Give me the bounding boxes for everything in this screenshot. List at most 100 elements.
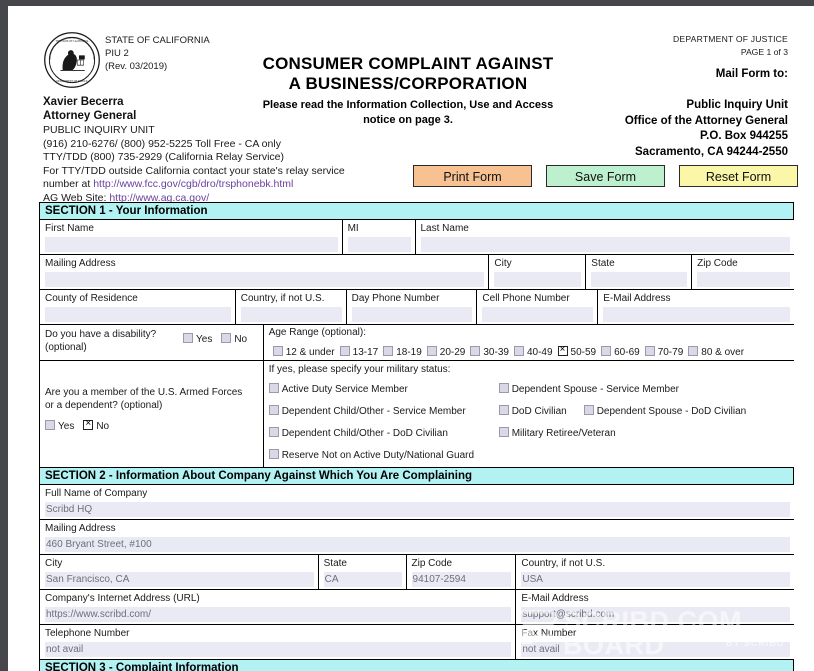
company-state-input[interactable]: CA bbox=[323, 572, 402, 587]
field-mi[interactable]: MI bbox=[343, 220, 416, 254]
age-option-40-49[interactable]: 40-49 bbox=[513, 346, 553, 358]
field-company-name[interactable]: Full Name of Company Scribd HQ bbox=[40, 485, 794, 519]
field-armed-forces[interactable]: Are you a member of the U.S. Armed Force… bbox=[40, 361, 264, 467]
field-company-fax[interactable]: Fax Number not avail bbox=[516, 625, 794, 659]
checkbox-icon[interactable] bbox=[221, 333, 232, 343]
age-option-20-29[interactable]: 20-29 bbox=[426, 346, 465, 358]
checkbox-icon[interactable] bbox=[498, 383, 509, 393]
company-country-input[interactable]: USA bbox=[521, 572, 790, 587]
age-option-30-39[interactable]: 30-39 bbox=[470, 346, 509, 358]
military-option-reserve-national-guard[interactable]: Reserve Not on Active Duty/National Guar… bbox=[268, 449, 474, 461]
state-input[interactable] bbox=[591, 272, 688, 287]
field-company-city[interactable]: City San Francisco, CA bbox=[40, 555, 319, 589]
phone-line-1: (916) 210-6276/ (800) 952-5225 Toll Free… bbox=[43, 137, 281, 150]
armed-forces-option-no[interactable]: No bbox=[83, 418, 109, 432]
field-company-mailing-address[interactable]: Mailing Address 460 Bryant Street, #100 bbox=[40, 520, 794, 554]
checkbox-icon[interactable] bbox=[339, 346, 350, 356]
military-option-dependent-spouse-dod[interactable]: Dependent Spouse - DoD Civilian bbox=[583, 405, 746, 417]
checkbox-icon[interactable] bbox=[470, 346, 481, 356]
company-city-input[interactable]: San Francisco, CA bbox=[45, 572, 314, 587]
checkbox-icon[interactable] bbox=[513, 346, 524, 356]
checkbox-icon[interactable] bbox=[498, 427, 509, 437]
checkbox-icon[interactable] bbox=[426, 346, 437, 356]
company-name-input[interactable]: Scribd HQ bbox=[45, 502, 790, 517]
armed-forces-option-yes[interactable]: Yes bbox=[45, 420, 74, 432]
field-country[interactable]: Country, if not U.S. bbox=[236, 290, 347, 324]
field-mailing-address[interactable]: Mailing Address bbox=[40, 255, 490, 289]
field-state[interactable]: State bbox=[586, 255, 693, 289]
save-form-button[interactable]: Save Form bbox=[546, 165, 665, 187]
checkbox-icon[interactable] bbox=[498, 405, 509, 415]
checkbox-icon[interactable] bbox=[268, 449, 279, 459]
checkbox-icon[interactable] bbox=[45, 420, 55, 430]
reset-form-button[interactable]: Reset Form bbox=[679, 165, 798, 187]
last-name-input[interactable] bbox=[420, 237, 790, 252]
military-option-dod-civilian[interactable]: DoD Civilian bbox=[498, 405, 584, 417]
row-name: First Name MI Last Name bbox=[39, 219, 794, 254]
field-first-name[interactable]: First Name bbox=[40, 220, 343, 254]
military-option-dependent-child-dod[interactable]: Dependent Child/Other - DoD Civilian bbox=[268, 427, 499, 439]
military-option-military-retiree[interactable]: Military Retiree/Veteran bbox=[498, 427, 616, 439]
mailing-address-input[interactable] bbox=[45, 272, 485, 287]
field-company-email[interactable]: E-Mail Address support@scribd.com bbox=[516, 590, 794, 624]
company-fax-input[interactable]: not avail bbox=[521, 642, 790, 657]
checkbox-icon[interactable] bbox=[383, 346, 394, 356]
company-zip-input[interactable]: 94107-2594 bbox=[411, 572, 512, 587]
field-company-telephone[interactable]: Telephone Number not avail bbox=[40, 625, 517, 659]
checkbox-checked-icon[interactable] bbox=[557, 344, 568, 356]
field-zip[interactable]: Zip Code bbox=[692, 255, 794, 289]
zip-input[interactable] bbox=[697, 272, 790, 287]
age-option-13-17[interactable]: 13-17 bbox=[339, 346, 378, 358]
county-input[interactable] bbox=[45, 307, 231, 322]
checkbox-icon[interactable] bbox=[644, 346, 655, 356]
field-county[interactable]: County of Residence bbox=[40, 290, 236, 324]
first-name-input[interactable] bbox=[45, 237, 338, 252]
military-option-active-duty[interactable]: Active Duty Service Member bbox=[268, 383, 499, 395]
checkbox-icon[interactable] bbox=[688, 346, 699, 356]
age-option-18-19[interactable]: 18-19 bbox=[383, 346, 422, 358]
field-military-status[interactable]: If yes, please specify your military sta… bbox=[264, 361, 794, 467]
field-company-country[interactable]: Country, if not U.S. USA bbox=[516, 555, 794, 589]
fcc-url-link[interactable]: http://www.fcc.gov/cgb/dro/trsphonebk.ht… bbox=[93, 178, 294, 191]
country-input[interactable] bbox=[240, 307, 342, 322]
print-form-button[interactable]: Print Form bbox=[413, 165, 532, 187]
checkbox-icon[interactable] bbox=[272, 346, 283, 356]
military-option-dependent-child-service[interactable]: Dependent Child/Other - Service Member bbox=[268, 405, 499, 417]
checkbox-icon[interactable] bbox=[268, 405, 279, 415]
company-url-input[interactable]: https://www.scribd.com/ bbox=[45, 607, 512, 622]
age-option-50-59[interactable]: 50-59 bbox=[557, 344, 596, 358]
field-email[interactable]: E-Mail Address bbox=[598, 290, 794, 324]
disability-option-no[interactable]: No bbox=[221, 333, 247, 345]
field-age-range[interactable]: Age Range (optional): 12 & under 13-17 18-… bbox=[264, 325, 794, 360]
checkbox-icon[interactable] bbox=[601, 346, 612, 356]
form-header: THE STATE OF CALIFORNIA DEPARTMENT OF JU… bbox=[8, 6, 814, 204]
field-disability[interactable]: Do you have a disability? (optional) Yes… bbox=[40, 325, 264, 360]
age-option-80-over[interactable]: 80 & over bbox=[688, 346, 744, 358]
field-day-phone[interactable]: Day Phone Number bbox=[347, 290, 478, 324]
checkbox-icon[interactable] bbox=[183, 333, 193, 343]
disability-option-yes[interactable]: Yes bbox=[183, 333, 212, 345]
field-city[interactable]: City bbox=[489, 255, 587, 289]
age-option-60-69[interactable]: 60-69 bbox=[601, 346, 640, 358]
age-option-70-79[interactable]: 70-79 bbox=[644, 346, 683, 358]
age-option-12-under[interactable]: 12 & under bbox=[272, 346, 335, 358]
checkbox-icon[interactable] bbox=[268, 383, 279, 393]
city-input[interactable] bbox=[494, 272, 582, 287]
mi-input[interactable] bbox=[347, 237, 411, 252]
company-email-input[interactable]: support@scribd.com bbox=[521, 607, 790, 622]
company-mailing-address-input[interactable]: 460 Bryant Street, #100 bbox=[45, 537, 790, 552]
military-option-dependent-spouse-service[interactable]: Dependent Spouse - Service Member bbox=[498, 383, 679, 395]
field-last-name[interactable]: Last Name bbox=[416, 220, 795, 254]
checkbox-checked-icon[interactable] bbox=[83, 418, 94, 430]
email-input[interactable] bbox=[603, 307, 790, 322]
field-company-url[interactable]: Company's Internet Address (URL) https:/… bbox=[40, 590, 517, 624]
company-telephone-input[interactable]: not avail bbox=[45, 642, 512, 657]
checkbox-icon[interactable] bbox=[583, 405, 594, 415]
field-company-zip[interactable]: Zip Code 94107-2594 bbox=[407, 555, 517, 589]
day-phone-input[interactable] bbox=[351, 307, 473, 322]
ag-url-link[interactable]: http://www.ag.ca.gov/ bbox=[109, 191, 210, 204]
checkbox-icon[interactable] bbox=[268, 427, 279, 437]
field-company-state[interactable]: State CA bbox=[319, 555, 407, 589]
field-cell-phone[interactable]: Cell Phone Number bbox=[477, 290, 599, 324]
cell-phone-input[interactable] bbox=[482, 307, 594, 322]
